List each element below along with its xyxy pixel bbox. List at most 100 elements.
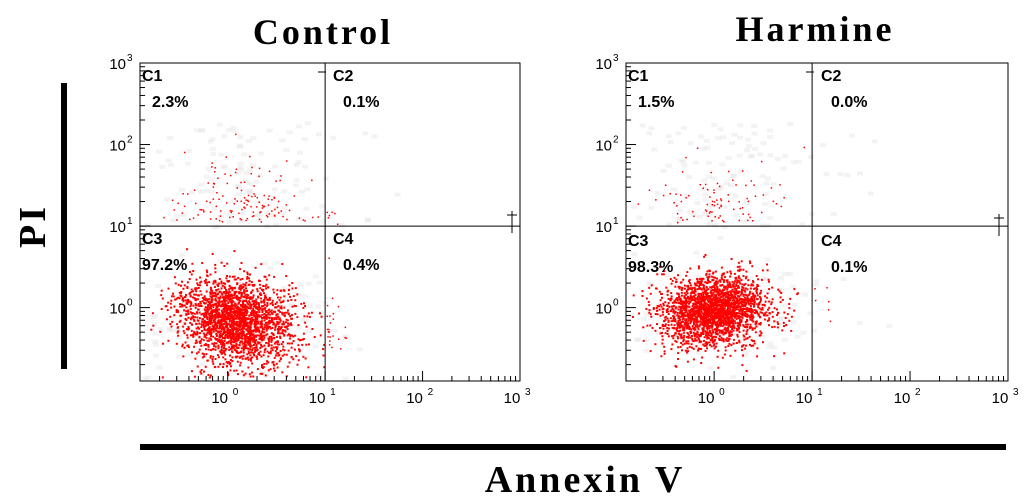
event-dot [187,316,190,319]
event-dot [751,310,754,313]
background-event [164,197,171,202]
background-event [315,132,322,137]
background-event [220,166,227,170]
event-dot [235,369,238,372]
event-dot [307,312,310,315]
event-dot [231,294,234,297]
event-dot [259,307,262,310]
event-dot [198,336,201,339]
event-dot [733,312,736,315]
background-event [647,309,654,314]
event-dot [777,288,780,291]
event-dot [688,279,691,281]
event-dot [214,318,217,321]
event-dot [212,186,215,188]
event-dot [735,307,738,310]
background-event [790,320,797,325]
event-dot [227,313,230,316]
event-dot [707,296,710,299]
event-dot [744,347,747,350]
event-dot [270,340,273,343]
event-dot [217,296,220,299]
event-dot [233,369,236,372]
event-dot [695,309,698,312]
event-dot [754,309,756,312]
event-dot [220,346,223,349]
event-dot [206,298,209,301]
event-dot [258,329,261,332]
background-event [737,135,744,140]
event-dot [199,208,201,211]
event-dot [685,293,688,296]
event-dot [254,266,257,269]
event-dot [261,328,264,331]
event-dot [726,300,729,303]
event-dot [714,302,717,305]
event-dot [242,334,245,337]
event-dot [719,296,722,299]
event-dot [175,311,178,313]
event-dot [631,316,634,318]
event-dot [231,321,233,324]
event-dot [732,318,735,321]
event-dot [685,274,688,277]
event-dot [779,296,782,299]
event-dot [244,344,247,347]
event-dot [269,313,272,316]
event-dot [199,302,202,305]
event-dot [189,311,192,314]
background-event [764,223,771,228]
event-dot [681,343,684,346]
event-dot [255,346,258,349]
event-dot [218,321,221,324]
event-dot [221,311,224,314]
event-dot [279,301,282,304]
event-dot [322,354,325,357]
event-dot [170,299,173,302]
event-dot [745,333,748,335]
event-dot [206,275,209,278]
event-dot [793,288,796,291]
background-event [778,287,785,292]
event-dot [705,331,708,334]
event-dot [268,170,271,173]
event-dot [296,316,299,319]
event-dot [712,272,714,275]
event-dot [706,308,708,311]
event-dot [243,320,246,323]
event-dot [293,348,296,351]
event-dot [291,317,293,320]
event-dot [192,304,195,307]
event-dot [195,323,198,326]
event-dot [229,216,231,219]
event-dot [169,323,172,325]
event-dot [239,337,242,339]
event-dot [715,332,718,335]
event-dot [203,301,206,304]
background-event [764,176,771,181]
event-dot [236,200,238,202]
event-dot [701,312,704,315]
event-dot [276,348,278,350]
event-dot [739,282,742,285]
event-dot [742,275,745,278]
background-event [799,222,806,227]
event-dot [252,311,255,314]
event-dot [669,278,672,280]
event-dot [751,327,754,330]
event-dot [704,254,707,256]
background-event [667,140,674,144]
background-event [731,173,738,178]
event-dot [244,338,247,341]
event-dot [209,374,212,377]
background-event [807,311,814,316]
event-dot [200,323,203,326]
event-dot [207,374,210,376]
event-dot [238,356,241,359]
event-dot [203,327,206,330]
event-dot [677,337,680,340]
event-dot [719,314,721,317]
event-dot [247,329,250,332]
event-dot [694,337,697,340]
event-dot [752,316,755,318]
